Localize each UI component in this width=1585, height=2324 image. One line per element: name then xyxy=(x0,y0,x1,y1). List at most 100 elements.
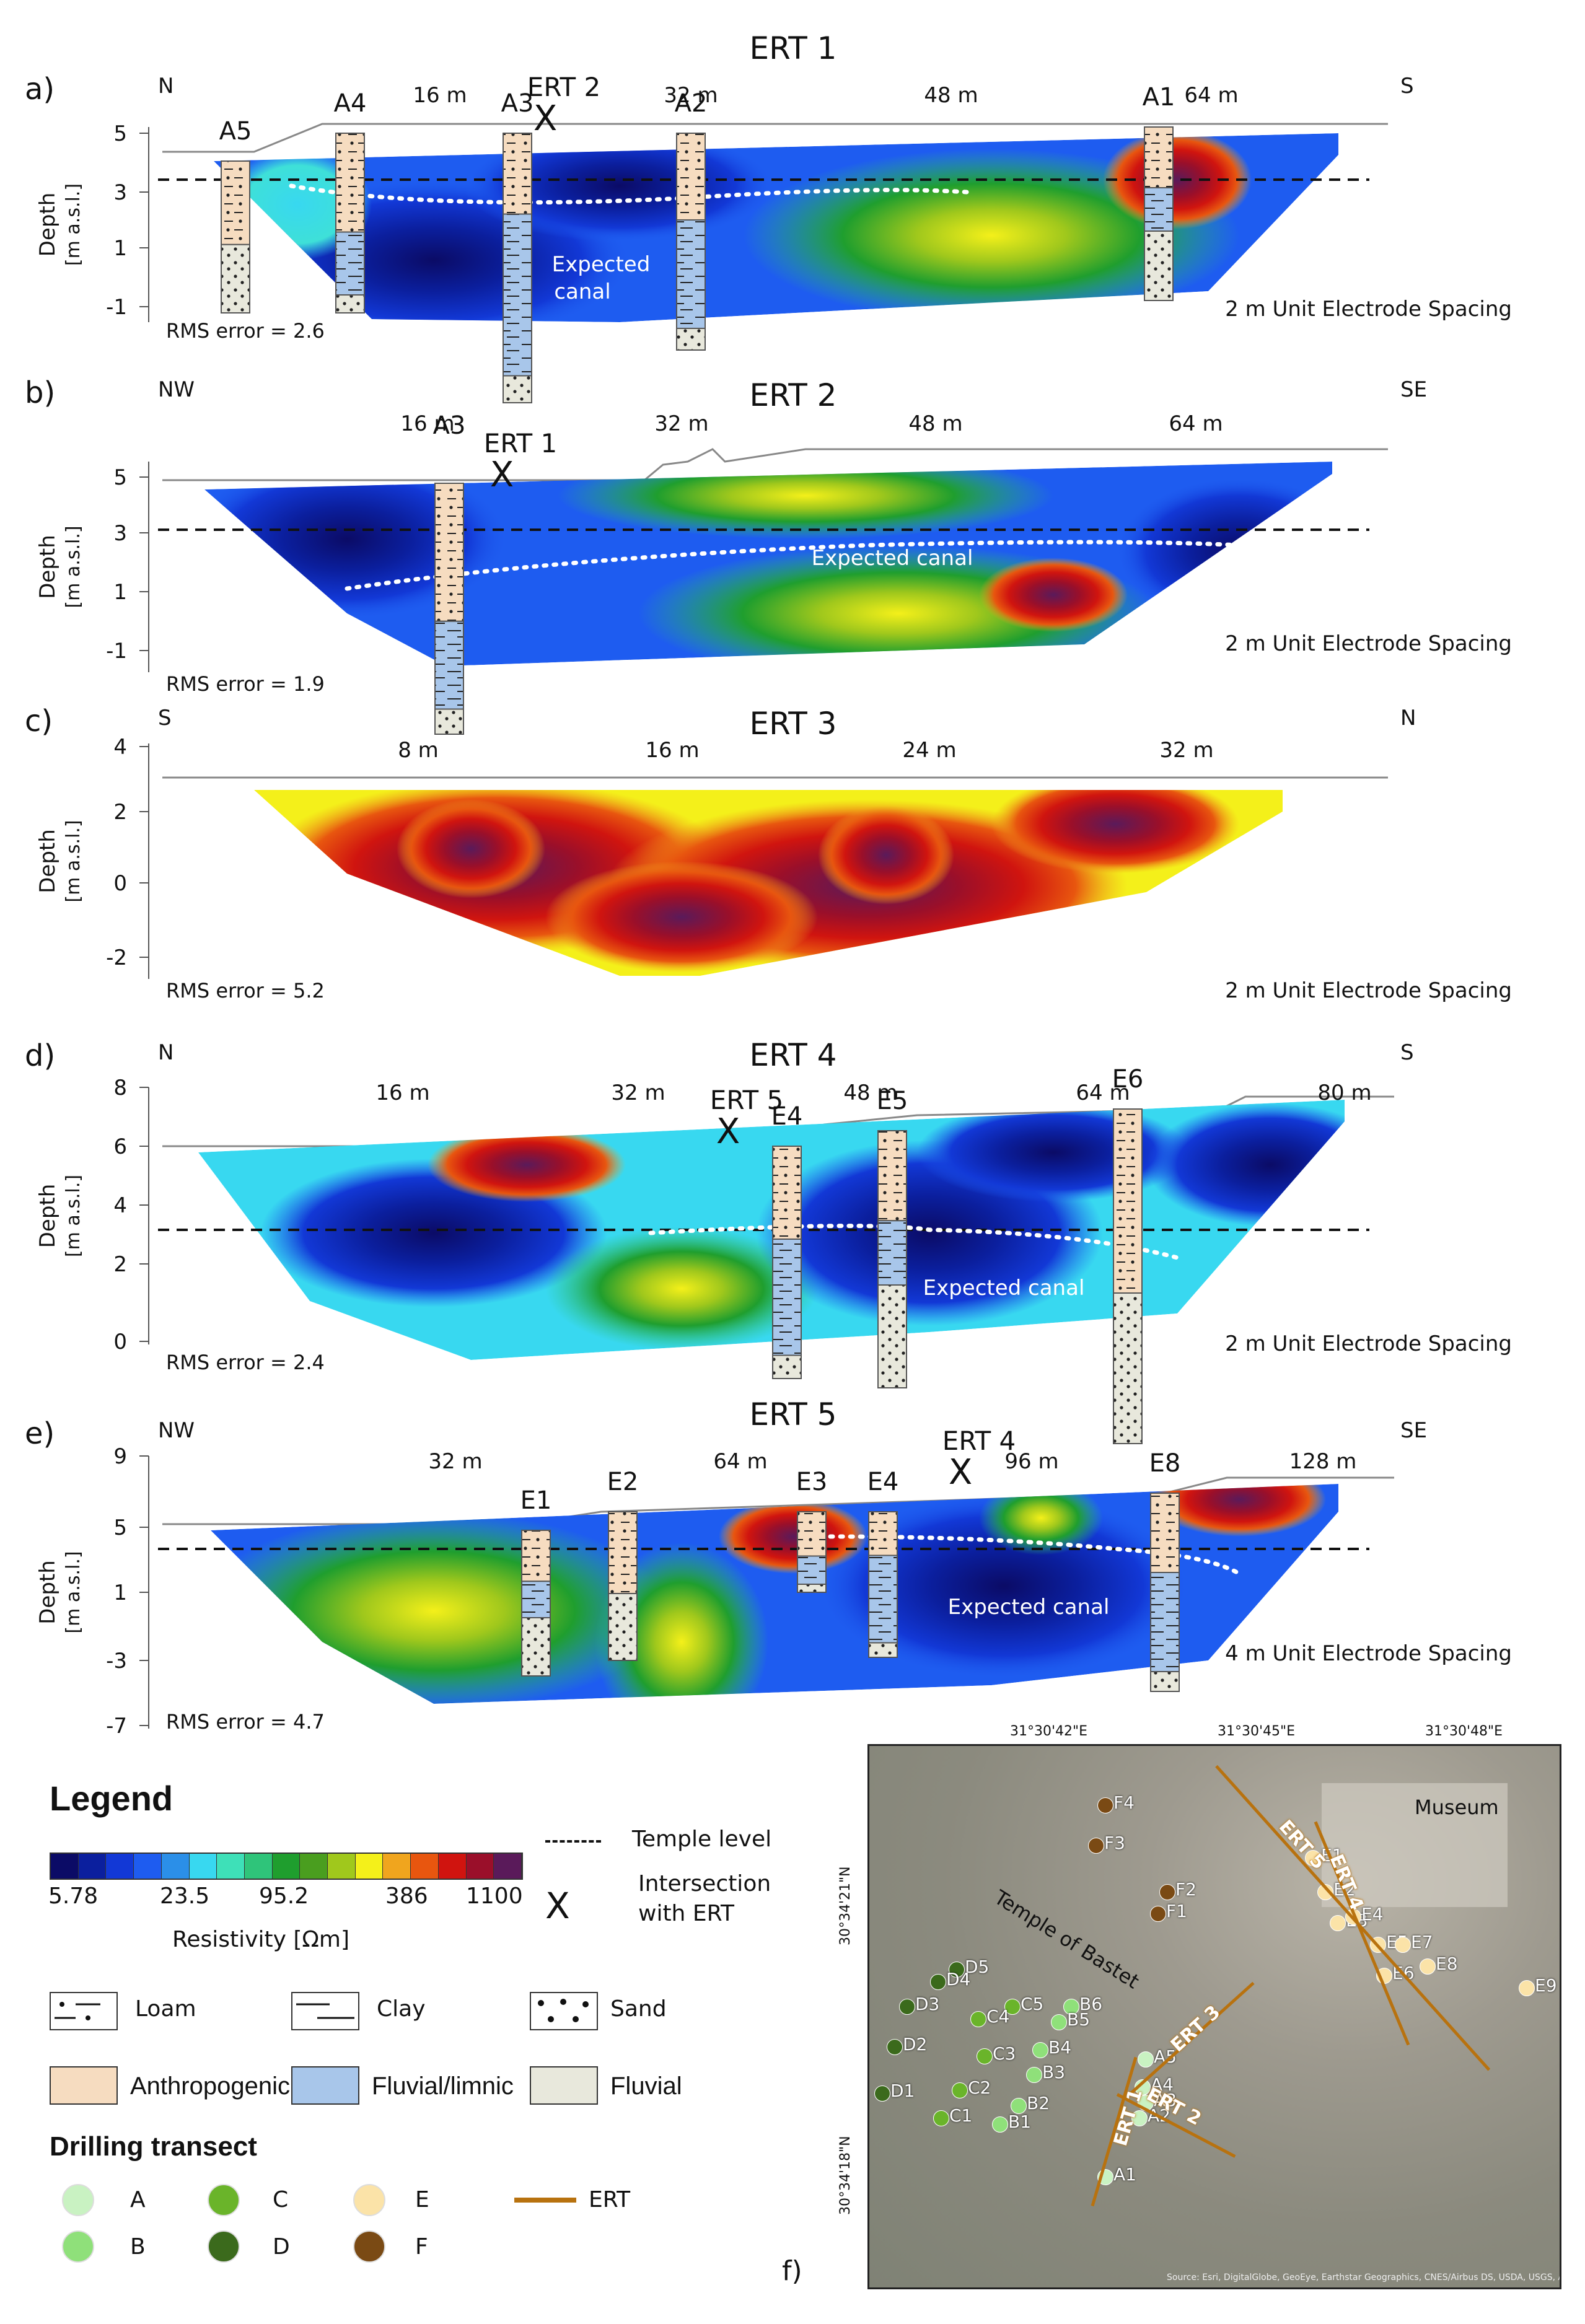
colorbar-swatch xyxy=(134,1854,162,1879)
map-lon-2: 31°30'48"E xyxy=(1425,1724,1503,1739)
resistivity-anomaly xyxy=(818,805,954,905)
colorbar-swatch xyxy=(78,1854,107,1879)
drill-point-label: C1 xyxy=(949,2105,973,2126)
y-tick-label: 1 xyxy=(113,580,127,605)
loam-label: Loam xyxy=(135,1996,196,2022)
transect-d-dot xyxy=(208,2230,240,2263)
museum-building xyxy=(1322,1783,1508,1907)
drill-point-e1 xyxy=(1305,1850,1321,1866)
drill-point-label: B5 xyxy=(1067,2009,1091,2030)
distance-label: 64 m xyxy=(713,1449,767,1474)
drill-point-label: B6 xyxy=(1079,1994,1103,2014)
direction-left: NW xyxy=(158,377,195,402)
temple-level-label: Temple level xyxy=(632,1826,772,1852)
resistivity-label: Resistivity [Ωm] xyxy=(172,1927,350,1952)
direction-left: S xyxy=(158,706,172,730)
canal-annotation: Expected xyxy=(552,252,651,277)
transect-c-label: C xyxy=(273,2187,289,2212)
borehole-stratum xyxy=(1113,1292,1143,1444)
drill-point-label: D1 xyxy=(890,2081,915,2101)
colorbar-swatch xyxy=(244,1854,273,1879)
drill-point-c4 xyxy=(970,2011,986,2027)
distance-label: 48 m xyxy=(843,1081,897,1105)
road xyxy=(869,1746,882,2287)
borehole-label: A4 xyxy=(334,89,367,118)
y-tick-label: -7 xyxy=(106,1714,127,1739)
colorbar-swatch xyxy=(272,1854,301,1879)
intersection-label: ERT 5 xyxy=(710,1085,783,1115)
borehole-stratum xyxy=(868,1642,898,1658)
y-axis-label: Depth xyxy=(35,1184,60,1248)
drilling-transect-title: Drilling transect xyxy=(50,2131,257,2162)
resistivity-anomaly xyxy=(397,799,545,898)
borehole-stratum xyxy=(335,294,365,314)
resistivity-section xyxy=(204,462,1332,666)
transect-e-dot xyxy=(353,2184,385,2216)
drill-point-e9 xyxy=(1519,1980,1535,1996)
drill-point-c5 xyxy=(1004,1999,1021,2015)
borehole-stratum xyxy=(797,1555,827,1585)
borehole-stratum xyxy=(1150,1671,1180,1692)
drill-point-label: C5 xyxy=(1021,1994,1044,2014)
resistivity-tick-1: 23.5 xyxy=(160,1883,210,1909)
direction-right: S xyxy=(1400,1040,1414,1065)
drill-point-b1 xyxy=(992,2116,1008,2133)
y-tick-label: 2 xyxy=(113,800,127,825)
drill-point-b3 xyxy=(1026,2067,1042,2083)
intersection-marker: X xyxy=(716,1112,740,1152)
drill-point-f2 xyxy=(1159,1884,1175,1900)
colorbar-swatch xyxy=(106,1854,134,1879)
rms-error: RMS error = 5.2 xyxy=(166,979,325,1002)
transect-a-dot xyxy=(62,2184,94,2216)
drill-point-c2 xyxy=(952,2082,968,2098)
colorbar-swatch xyxy=(161,1854,190,1879)
intersection-label-1: Intersection xyxy=(638,1871,771,1896)
borehole-stratum xyxy=(1113,1108,1143,1294)
resistivity-anomaly xyxy=(1146,1103,1345,1227)
intersection-marker: X xyxy=(949,1452,972,1493)
panel-title: ERT 1 xyxy=(750,30,837,66)
museum-label: Museum xyxy=(1415,1796,1499,1819)
borehole-label: A5 xyxy=(219,117,252,146)
resistivity-anomaly xyxy=(818,1493,1190,1679)
borehole-stratum xyxy=(1144,230,1174,301)
borehole-label: A3 xyxy=(433,411,466,440)
colorbar-swatch xyxy=(383,1854,411,1879)
resistivity-section xyxy=(254,790,1283,976)
y-tick-label: -1 xyxy=(106,295,127,320)
y-tick-label: 4 xyxy=(113,735,127,760)
resistivity-anomaly xyxy=(558,462,1053,539)
sand-label: Sand xyxy=(610,1996,667,2022)
drill-point-label: C2 xyxy=(968,2077,991,2098)
resistivity-section xyxy=(198,1100,1345,1360)
electrode-spacing: 2 m Unit Electrode Spacing xyxy=(1225,631,1512,656)
map-lat-0: 30°34'21"N xyxy=(838,1866,853,1945)
map-lon-1: 31°30'45"E xyxy=(1218,1724,1296,1739)
resistivity-anomaly xyxy=(991,790,1239,874)
loam-swatch xyxy=(50,1992,118,2030)
y-tick-label: 5 xyxy=(113,465,127,490)
drill-point-b4 xyxy=(1032,2042,1048,2058)
rms-error: RMS error = 1.9 xyxy=(166,672,325,696)
borehole-stratum xyxy=(1150,1572,1180,1672)
colorbar-swatch xyxy=(328,1854,356,1879)
y-tick-label: 5 xyxy=(113,1515,127,1540)
ert-panel-5: e) ERT 5 NW SE 9 5 1 -3 -7 Depth [m a.s.l.] 32 m 64 … xyxy=(25,1397,1512,1739)
y-tick-label: 4 xyxy=(113,1193,127,1218)
drill-point-b5 xyxy=(1051,2014,1067,2030)
clay-swatch xyxy=(291,1992,359,2030)
electrode-spacing: 4 m Unit Electrode Spacing xyxy=(1225,1641,1512,1666)
borehole-stratum xyxy=(608,1593,638,1661)
intersection-label: ERT 2 xyxy=(527,72,600,102)
drill-point-e8 xyxy=(1420,1958,1436,1975)
distance-label: 48 m xyxy=(924,83,978,108)
borehole-stratum xyxy=(868,1511,898,1556)
direction-right: SE xyxy=(1400,1418,1427,1443)
borehole-stratum xyxy=(221,243,250,314)
borehole-label: E5 xyxy=(877,1087,908,1115)
panel-title: ERT 3 xyxy=(750,706,837,742)
surface-line xyxy=(162,123,1388,153)
panel-letter: a) xyxy=(25,72,55,107)
borehole-stratum xyxy=(221,160,250,245)
